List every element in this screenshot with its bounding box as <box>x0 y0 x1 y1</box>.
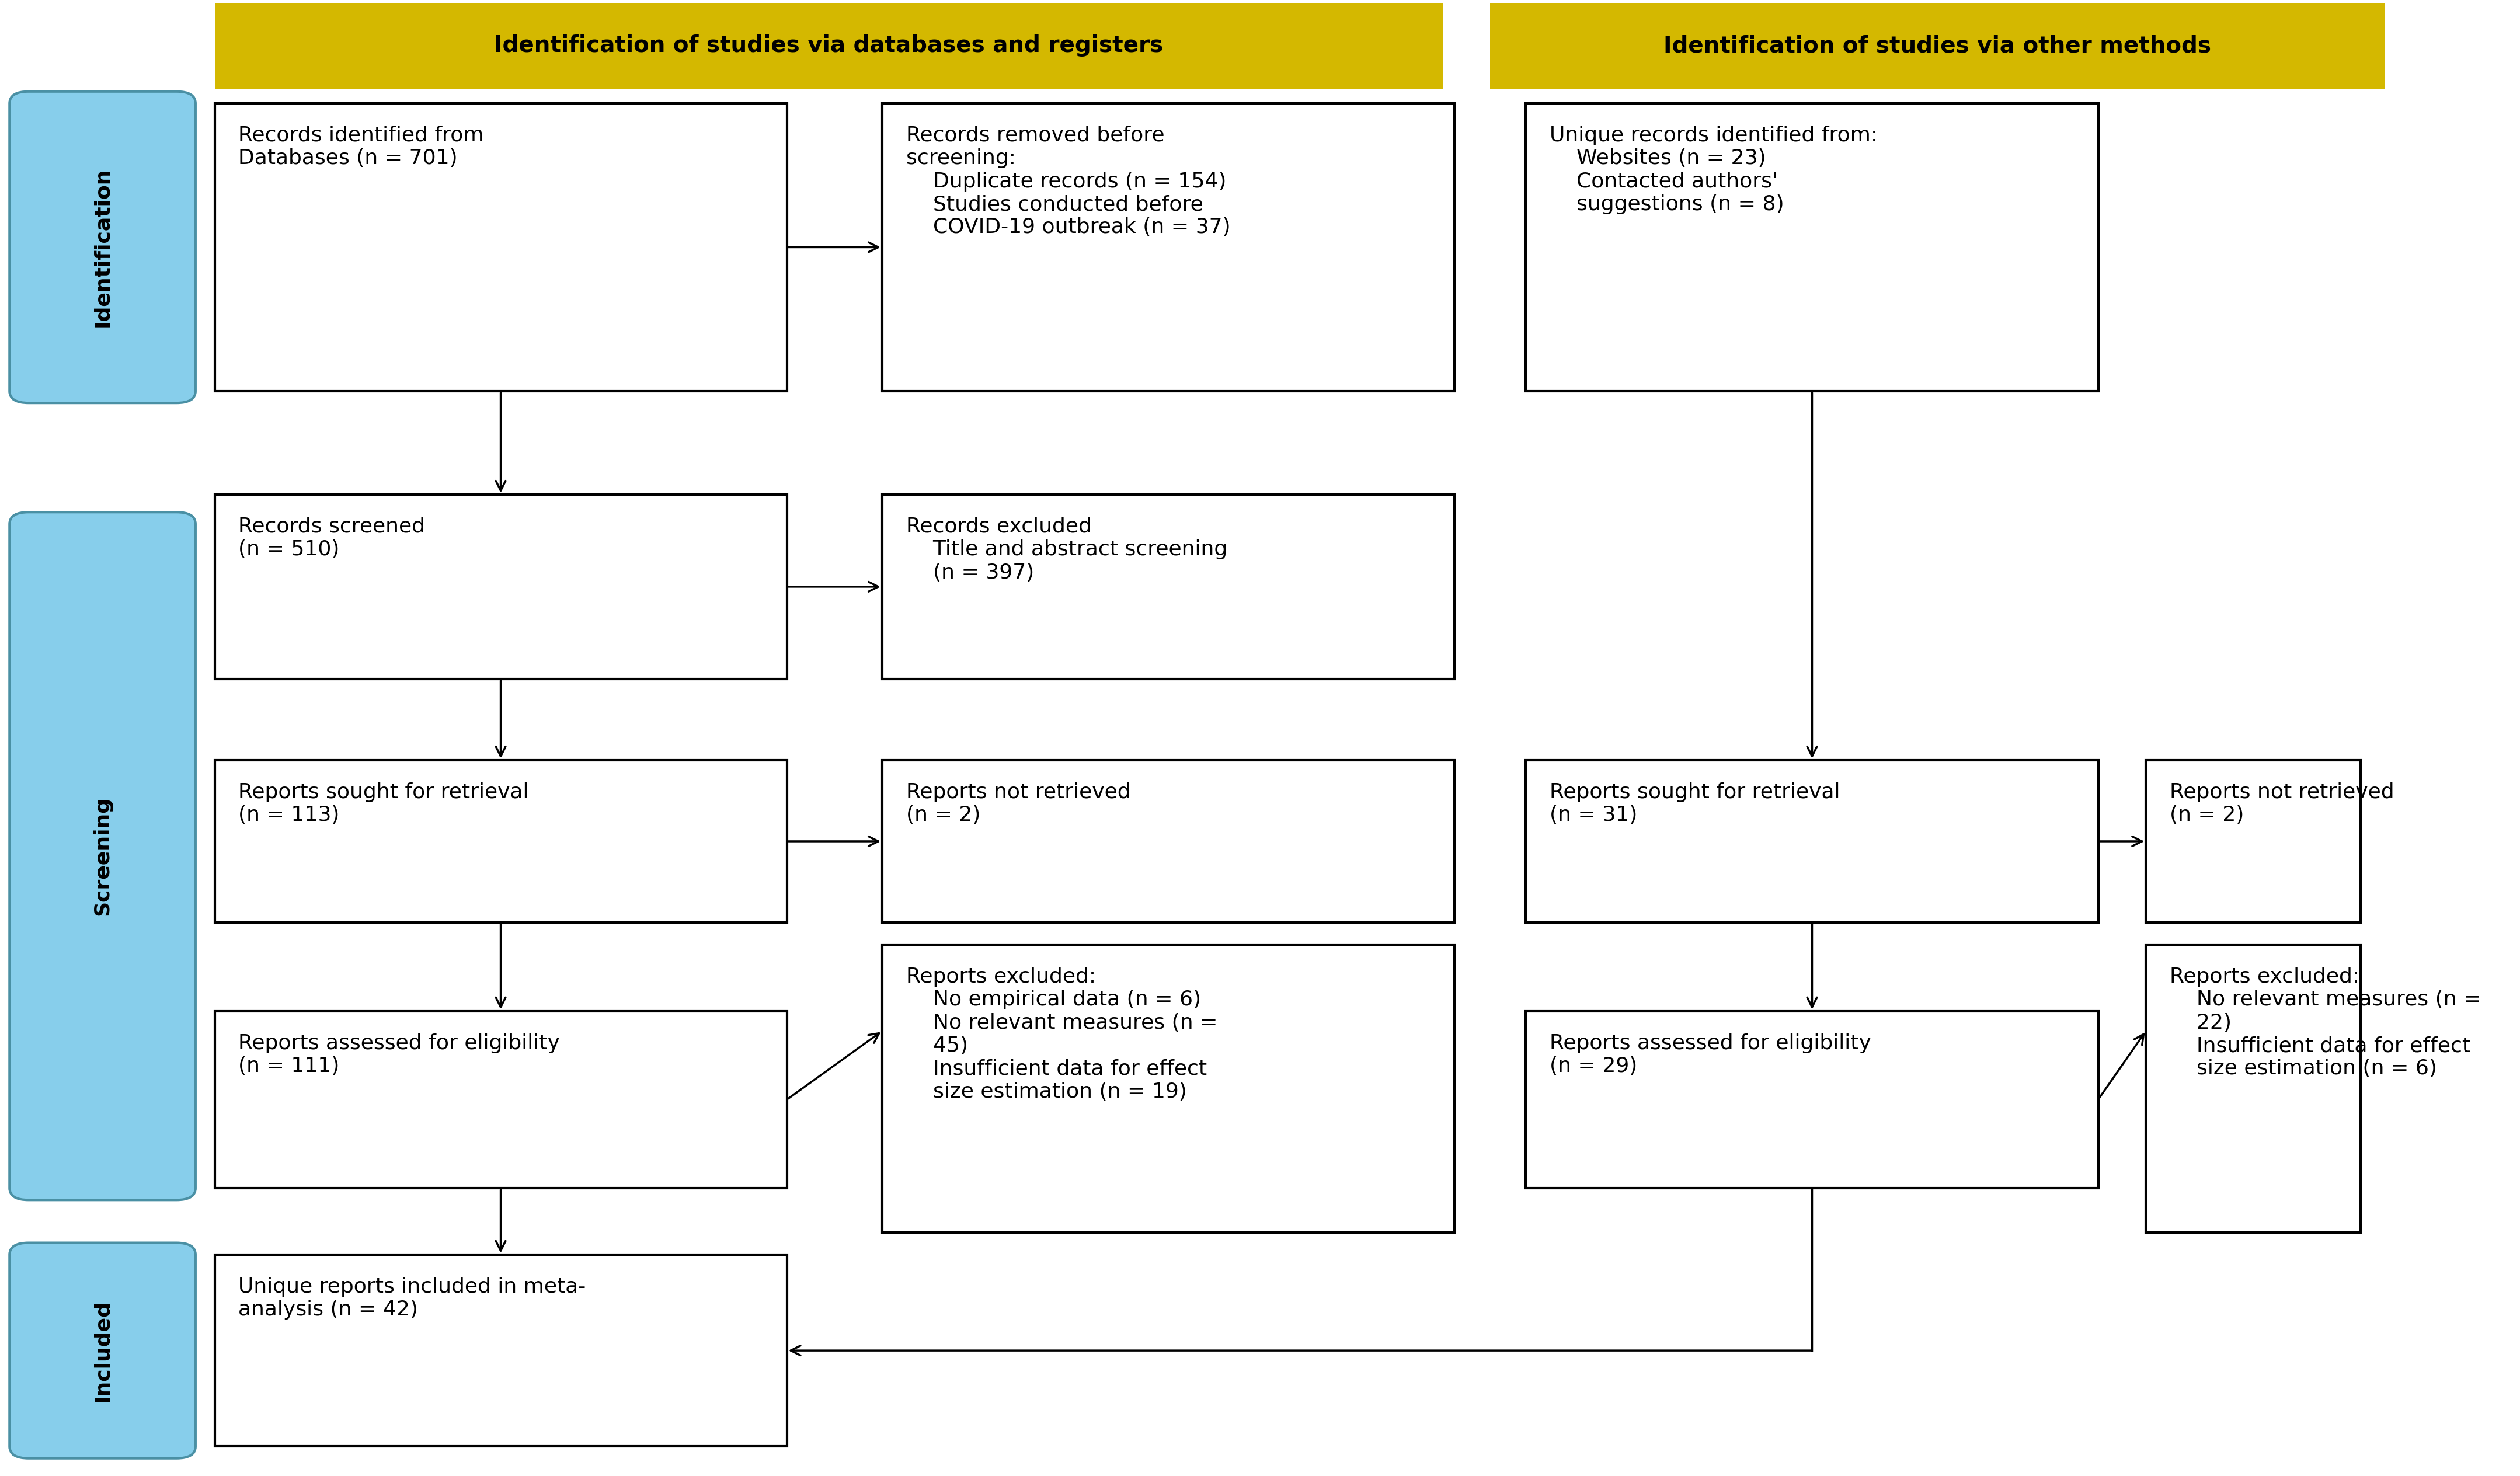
Text: Reports not retrieved
(n = 2): Reports not retrieved (n = 2) <box>2170 782 2394 825</box>
Text: Reports sought for retrieval
(n = 113): Reports sought for retrieval (n = 113) <box>239 782 529 825</box>
Text: Screening: Screening <box>93 797 113 915</box>
Text: Reports assessed for eligibility
(n = 111): Reports assessed for eligibility (n = 11… <box>239 1033 559 1076</box>
FancyBboxPatch shape <box>10 92 197 403</box>
Text: Identification of studies via databases and registers: Identification of studies via databases … <box>494 34 1164 58</box>
FancyBboxPatch shape <box>1527 760 2099 922</box>
FancyBboxPatch shape <box>214 494 786 679</box>
Text: Unique reports included in meta-
analysis (n = 42): Unique reports included in meta- analysi… <box>239 1277 587 1320</box>
FancyBboxPatch shape <box>214 103 786 391</box>
FancyBboxPatch shape <box>882 760 1454 922</box>
FancyBboxPatch shape <box>214 760 786 922</box>
FancyBboxPatch shape <box>214 1255 786 1446</box>
FancyBboxPatch shape <box>882 945 1454 1232</box>
FancyBboxPatch shape <box>1527 1011 2099 1188</box>
Text: Reports excluded:
    No empirical data (n = 6)
    No relevant measures (n =
  : Reports excluded: No empirical data (n =… <box>907 967 1217 1101</box>
Text: Records identified from
Databases (n = 701): Records identified from Databases (n = 7… <box>239 125 484 168</box>
Text: Included: Included <box>93 1299 113 1402</box>
FancyBboxPatch shape <box>2147 760 2361 922</box>
FancyBboxPatch shape <box>882 103 1454 391</box>
Text: Records removed before
screening:
    Duplicate records (n = 154)
    Studies co: Records removed before screening: Duplic… <box>907 125 1230 238</box>
FancyBboxPatch shape <box>882 494 1454 679</box>
Text: Reports sought for retrieval
(n = 31): Reports sought for retrieval (n = 31) <box>1550 782 1840 825</box>
Text: Records excluded
    Title and abstract screening
    (n = 397): Records excluded Title and abstract scre… <box>907 517 1227 583</box>
Text: Unique records identified from:
    Websites (n = 23)
    Contacted authors'
   : Unique records identified from: Websites… <box>1550 125 1877 214</box>
Text: Reports not retrieved
(n = 2): Reports not retrieved (n = 2) <box>907 782 1131 825</box>
FancyBboxPatch shape <box>2147 945 2361 1232</box>
Text: Reports assessed for eligibility
(n = 29): Reports assessed for eligibility (n = 29… <box>1550 1033 1872 1076</box>
Text: Reports excluded:
    No relevant measures (n =
    22)
    Insufficient data fo: Reports excluded: No relevant measures (… <box>2170 967 2482 1079</box>
FancyBboxPatch shape <box>1527 103 2099 391</box>
FancyBboxPatch shape <box>10 512 197 1200</box>
FancyBboxPatch shape <box>214 1011 786 1188</box>
FancyBboxPatch shape <box>214 3 1441 89</box>
Text: Identification of studies via other methods: Identification of studies via other meth… <box>1663 34 2210 58</box>
Text: Records screened
(n = 510): Records screened (n = 510) <box>239 517 426 559</box>
Text: Identification: Identification <box>93 167 113 328</box>
FancyBboxPatch shape <box>1489 3 2384 89</box>
FancyBboxPatch shape <box>10 1243 197 1458</box>
